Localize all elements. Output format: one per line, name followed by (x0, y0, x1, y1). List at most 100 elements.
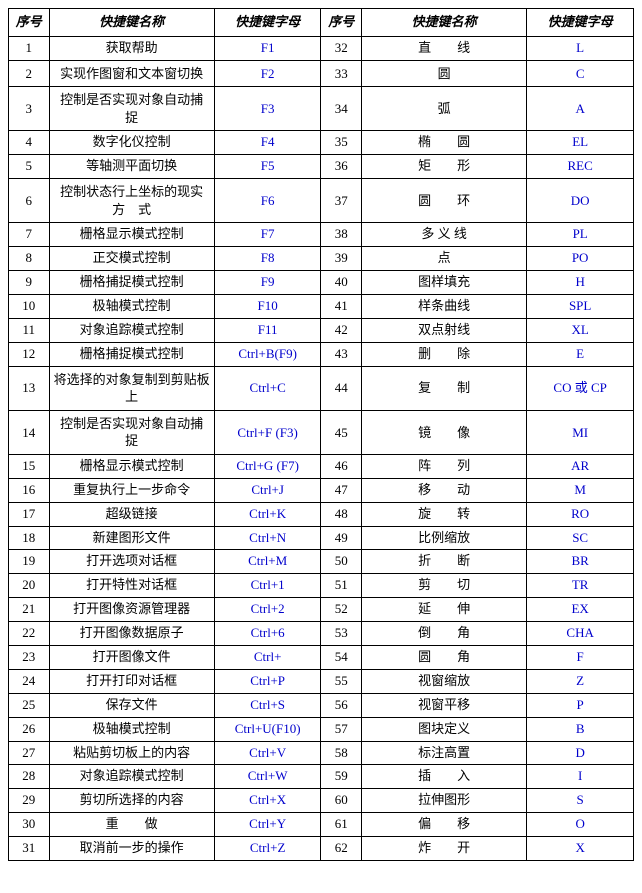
name-cell: 栅格显示模式控制 (49, 223, 214, 247)
key-cell: EL (527, 131, 634, 155)
key-cell: XL (527, 318, 634, 342)
name-cell: 实现作图窗和文本窗切换 (49, 60, 214, 87)
name-cell: 对象追踪模式控制 (49, 765, 214, 789)
name-cell: 图块定义 (361, 717, 526, 741)
seq-cell: 53 (321, 622, 362, 646)
seq-cell: 23 (9, 645, 50, 669)
key-cell: AR (527, 454, 634, 478)
table-row: 12栅格捕捉模式控制Ctrl+B(F9)43删 除E (9, 342, 634, 366)
table-row: 19打开选项对话框Ctrl+M50折 断BR (9, 550, 634, 574)
key-cell: C (527, 60, 634, 87)
name-cell: 移 动 (361, 478, 526, 502)
seq-cell: 22 (9, 622, 50, 646)
seq-cell: 62 (321, 837, 362, 861)
name-cell: 折 断 (361, 550, 526, 574)
key-cell: PL (527, 223, 634, 247)
name-cell: 样条曲线 (361, 294, 526, 318)
seq-cell: 27 (9, 741, 50, 765)
header-seq-right: 序号 (321, 9, 362, 37)
name-cell: 圆 (361, 60, 526, 87)
name-cell: 重复执行上一步命令 (49, 478, 214, 502)
key-cell: Ctrl+B(F9) (214, 342, 321, 366)
seq-cell: 13 (9, 366, 50, 410)
seq-cell: 19 (9, 550, 50, 574)
name-cell: 取消前一步的操作 (49, 837, 214, 861)
table-body: 1获取帮助F132直 线L2实现作图窗和文本窗切换F233圆C3控制是否实现对象… (9, 36, 634, 860)
seq-cell: 34 (321, 87, 362, 131)
name-cell: 延 伸 (361, 598, 526, 622)
name-cell: 视窗缩放 (361, 669, 526, 693)
name-cell: 超级链接 (49, 502, 214, 526)
seq-cell: 54 (321, 645, 362, 669)
name-cell: 栅格捕捉模式控制 (49, 342, 214, 366)
table-row: 2实现作图窗和文本窗切换F233圆C (9, 60, 634, 87)
seq-cell: 15 (9, 454, 50, 478)
seq-cell: 39 (321, 247, 362, 271)
key-cell: PO (527, 247, 634, 271)
name-cell: 点 (361, 247, 526, 271)
table-row: 5等轴测平面切换F536矩 形REC (9, 155, 634, 179)
key-cell: Z (527, 669, 634, 693)
seq-cell: 1 (9, 36, 50, 60)
seq-cell: 38 (321, 223, 362, 247)
table-row: 1获取帮助F132直 线L (9, 36, 634, 60)
table-row: 18新建图形文件Ctrl+N49比例缩放SC (9, 526, 634, 550)
seq-cell: 18 (9, 526, 50, 550)
name-cell: 偏 移 (361, 813, 526, 837)
key-cell: Ctrl+G (F7) (214, 454, 321, 478)
name-cell: 栅格捕捉模式控制 (49, 271, 214, 295)
key-cell: S (527, 789, 634, 813)
key-cell: F9 (214, 271, 321, 295)
name-cell: 粘贴剪切板上的内容 (49, 741, 214, 765)
name-cell: 对象追踪模式控制 (49, 318, 214, 342)
table-row: 6控制状态行上坐标的现实 方 式F637圆 环DO (9, 179, 634, 223)
key-cell: CO 或 CP (527, 366, 634, 410)
seq-cell: 14 (9, 410, 50, 454)
table-row: 20打开特性对话框Ctrl+151剪 切TR (9, 574, 634, 598)
table-row: 14控制是否实现对象自动捕 捉Ctrl+F (F3)45镜 像MI (9, 410, 634, 454)
key-cell: EX (527, 598, 634, 622)
name-cell: 数字化仪控制 (49, 131, 214, 155)
key-cell: Ctrl+V (214, 741, 321, 765)
seq-cell: 3 (9, 87, 50, 131)
name-cell: 正交模式控制 (49, 247, 214, 271)
key-cell: MI (527, 410, 634, 454)
name-cell: 标注高置 (361, 741, 526, 765)
name-cell: 剪 切 (361, 574, 526, 598)
name-cell: 多 义 线 (361, 223, 526, 247)
table-row: 7栅格显示模式控制F738多 义 线PL (9, 223, 634, 247)
seq-cell: 48 (321, 502, 362, 526)
name-cell: 控制状态行上坐标的现实 方 式 (49, 179, 214, 223)
table-row: 15栅格显示模式控制Ctrl+G (F7)46阵 列AR (9, 454, 634, 478)
key-cell: Ctrl+C (214, 366, 321, 410)
table-row: 31取消前一步的操作Ctrl+Z62炸 开X (9, 837, 634, 861)
table-row: 10极轴模式控制F1041样条曲线SPL (9, 294, 634, 318)
name-cell: 圆 角 (361, 645, 526, 669)
seq-cell: 36 (321, 155, 362, 179)
seq-cell: 46 (321, 454, 362, 478)
seq-cell: 31 (9, 837, 50, 861)
seq-cell: 11 (9, 318, 50, 342)
key-cell: TR (527, 574, 634, 598)
key-cell: L (527, 36, 634, 60)
seq-cell: 4 (9, 131, 50, 155)
key-cell: F3 (214, 87, 321, 131)
seq-cell: 32 (321, 36, 362, 60)
seq-cell: 40 (321, 271, 362, 295)
name-cell: 控制是否实现对象自动捕 捉 (49, 87, 214, 131)
header-key-left: 快捷键字母 (214, 9, 321, 37)
key-cell: I (527, 765, 634, 789)
seq-cell: 33 (321, 60, 362, 87)
seq-cell: 37 (321, 179, 362, 223)
seq-cell: 28 (9, 765, 50, 789)
key-cell: Ctrl+S (214, 693, 321, 717)
name-cell: 删 除 (361, 342, 526, 366)
seq-cell: 7 (9, 223, 50, 247)
header-name-right: 快捷键名称 (361, 9, 526, 37)
name-cell: 新建图形文件 (49, 526, 214, 550)
key-cell: Ctrl+P (214, 669, 321, 693)
key-cell: F5 (214, 155, 321, 179)
name-cell: 打开打印对话框 (49, 669, 214, 693)
key-cell: E (527, 342, 634, 366)
shortcut-table: 序号 快捷键名称 快捷键字母 序号 快捷键名称 快捷键字母 1获取帮助F132直… (8, 8, 634, 861)
